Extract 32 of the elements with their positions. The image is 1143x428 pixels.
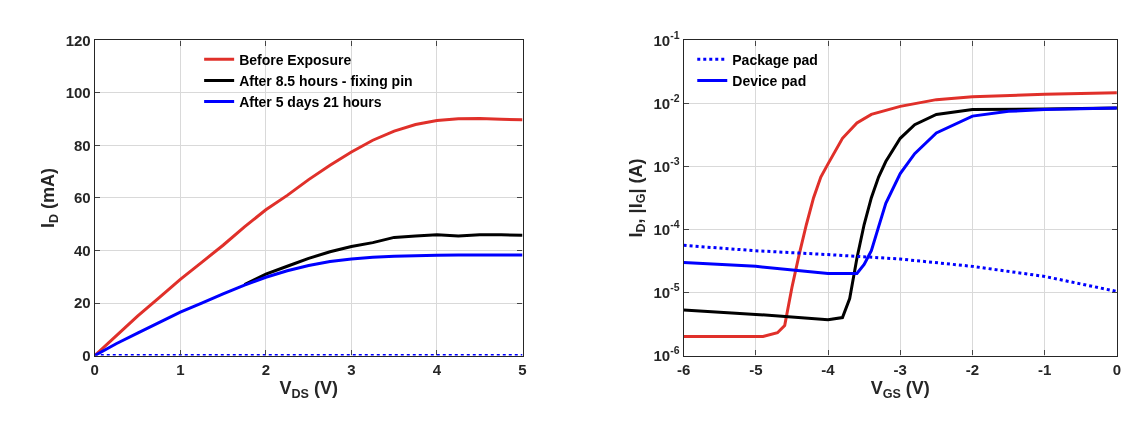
line-series (242, 233, 523, 287)
y-tick-label: 20 (73, 294, 91, 312)
x-tick-label: 3 (347, 360, 356, 378)
x-axis-title: V$_{DS}$ (V) (279, 377, 338, 401)
y-tick-label: 60 (73, 189, 91, 207)
y-tick-label: 120 (65, 31, 91, 49)
x-tick-label: 4 (432, 360, 442, 378)
x-tick-label: -4 (821, 360, 836, 378)
y-tick-label: 10$^{-5}$ (653, 281, 680, 301)
y-tick-label: 80 (73, 136, 91, 154)
legend-label: After 8.5 hours - fixing pin (239, 72, 413, 89)
y-tick-label: 10$^{-1}$ (653, 29, 680, 49)
x-tick-label: 5 (518, 360, 527, 378)
y-tick-label: 100 (65, 84, 91, 102)
y-tick-label: 10$^{-4}$ (653, 218, 680, 238)
y-tick-label: 10$^{-2}$ (653, 92, 680, 112)
y-tick-label: 40 (73, 241, 91, 259)
x-axis-title: V$_{GS}$ (V) (870, 377, 930, 401)
legend-label: Package pad (732, 51, 818, 68)
x-tick-label: -2 (965, 360, 980, 378)
x-tick-label: -1 (1038, 360, 1052, 378)
legend-label: Before Exposure (239, 51, 352, 68)
x-tick-label: 1 (176, 360, 185, 378)
x-tick-label: 2 (261, 360, 271, 378)
y-tick-label: 10$^{-3}$ (653, 155, 680, 175)
x-tick-label: -5 (749, 360, 763, 378)
legend-label: After 5 days 21 hours (239, 94, 382, 111)
y-tick-label: 0 (82, 346, 91, 364)
x-tick-label: 0 (1112, 360, 1122, 378)
line-series (94, 116, 523, 356)
x-tick-label: -3 (893, 360, 907, 378)
legend-label: Device pad (732, 72, 807, 89)
